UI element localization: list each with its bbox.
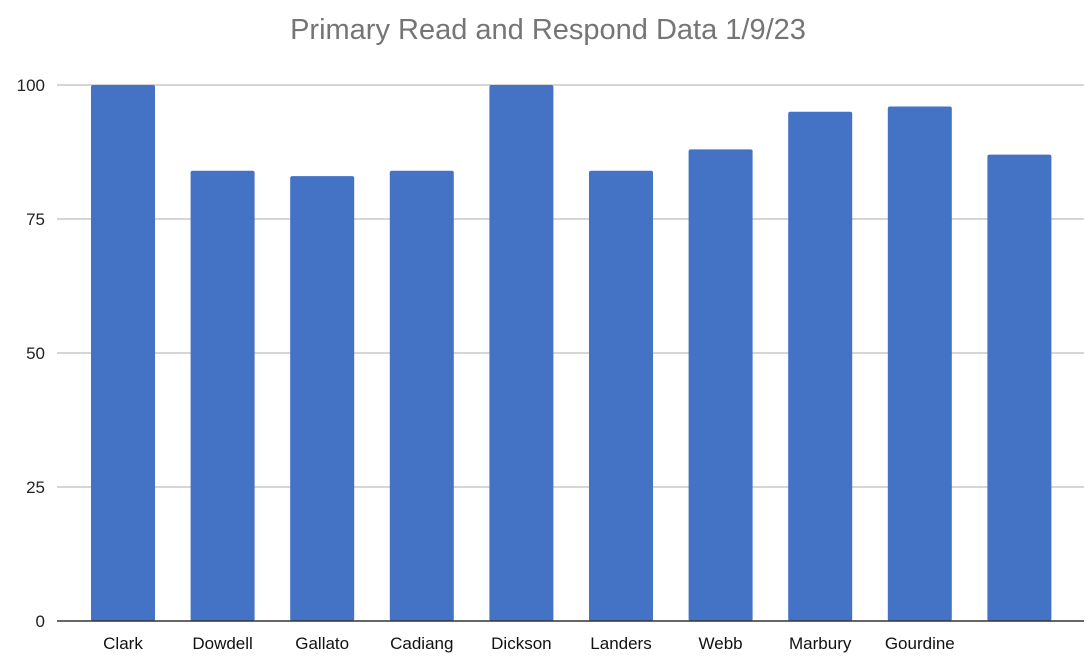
y-tick-label: 25 [26, 478, 45, 497]
chart-title: Primary Read and Respond Data 1/9/23 [290, 14, 806, 46]
y-tick-label: 50 [26, 344, 45, 363]
x-tick-label: Webb [699, 634, 743, 653]
bars [91, 85, 1052, 622]
bar [887, 106, 952, 621]
bar [190, 170, 255, 621]
y-axis-ticks: 0 25 50 75 100 [17, 76, 45, 631]
bar [290, 176, 355, 621]
y-tick-label: 100 [17, 76, 45, 95]
x-tick-label: Cadiang [390, 634, 453, 653]
bar [688, 149, 753, 621]
y-tick-label: 0 [36, 612, 45, 631]
bar [389, 170, 454, 621]
x-tick-label: Dowdell [192, 634, 252, 653]
x-tick-label: Dickson [491, 634, 551, 653]
bar [788, 111, 853, 622]
x-axis-labels: Clark Dowdell Gallato Cadiang Dickson Landers… [103, 634, 955, 653]
bar [987, 154, 1052, 621]
bar [91, 85, 155, 621]
bar [489, 85, 554, 621]
y-tick-label: 75 [26, 210, 45, 229]
x-tick-label: Clark [103, 634, 143, 653]
x-tick-label: Gourdine [885, 634, 955, 653]
x-tick-label: Marbury [789, 634, 852, 653]
x-tick-label: Landers [590, 634, 651, 653]
x-tick-label: Gallato [295, 634, 349, 653]
bar [589, 170, 653, 621]
